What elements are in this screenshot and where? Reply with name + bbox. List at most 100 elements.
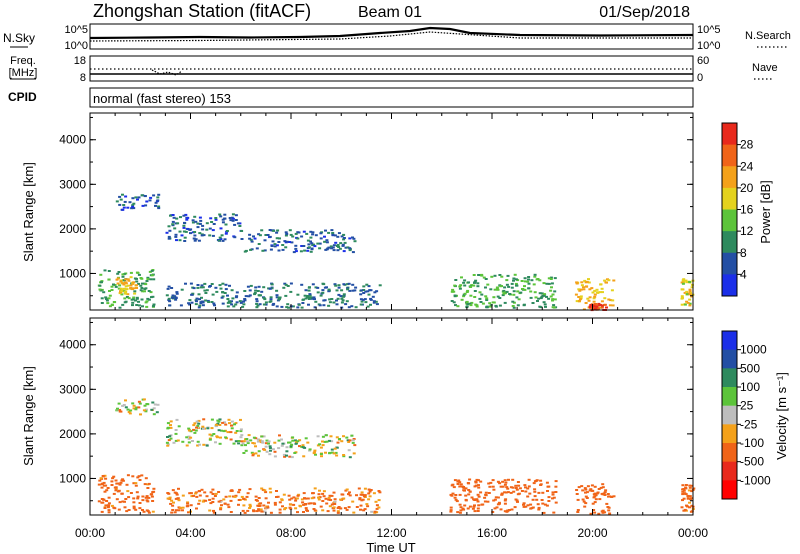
power-range-cell xyxy=(283,282,287,285)
velocity-range-cell xyxy=(467,493,471,496)
power-range-cell xyxy=(183,221,186,224)
velocity-range-cell xyxy=(526,504,530,507)
power-range-cell xyxy=(469,304,473,307)
power-range-cell xyxy=(221,221,225,224)
velocity-range-cell xyxy=(113,507,117,510)
velocity-range-cell xyxy=(151,510,155,513)
nave-tick-bottom: 0 xyxy=(697,72,703,84)
power-range-cell xyxy=(170,287,174,289)
power-range-cell xyxy=(232,305,236,308)
power-range-cell xyxy=(595,288,599,291)
velocity-range-cell xyxy=(192,424,196,427)
power-range-cell xyxy=(314,286,318,289)
power-range-cell xyxy=(601,291,604,294)
power-range-cell xyxy=(338,247,342,250)
power-range-cell xyxy=(171,220,175,223)
velocity-range-cell xyxy=(504,491,508,494)
power-range-cell xyxy=(126,278,130,281)
power-range-cell xyxy=(337,246,341,248)
power-range-cell xyxy=(468,302,472,305)
power-range-cell xyxy=(330,298,334,300)
power-range-cell xyxy=(248,294,252,297)
velocity-range-cell xyxy=(692,487,696,490)
power-range-cell xyxy=(179,304,183,307)
velocity-range-cell xyxy=(318,443,322,446)
power-range-cell xyxy=(193,239,197,242)
velocity-range-cell xyxy=(240,495,244,498)
velocity-range-cell xyxy=(278,508,282,511)
power-range-cell xyxy=(608,304,612,307)
velocity-range-cell xyxy=(298,439,302,442)
velocity-range-cell xyxy=(503,510,507,513)
velocity-range-cell xyxy=(220,504,223,507)
power-range-cell xyxy=(594,305,598,307)
power-range-cell xyxy=(519,291,523,294)
power-range-cell xyxy=(336,244,340,246)
velocity-range-cell xyxy=(170,499,174,502)
velocity-range-cell xyxy=(229,431,233,434)
velocity-range-cell xyxy=(293,452,297,454)
velocity-range-cell xyxy=(127,496,131,499)
velocity-range-cell xyxy=(143,483,147,486)
power-range-cell xyxy=(535,278,539,281)
velocity-range-cell xyxy=(368,495,372,498)
power-range-cell xyxy=(185,218,189,221)
power-range-cell xyxy=(296,237,300,240)
power-range-cell xyxy=(486,283,490,286)
velocity-range-cell xyxy=(476,500,480,503)
velocity-range-cell xyxy=(591,502,595,505)
power-range-cell xyxy=(131,204,135,207)
velocity-range-cell xyxy=(537,491,541,494)
velocity-range-cell xyxy=(491,479,495,482)
velocity-range-cell xyxy=(599,486,603,489)
power-range-cell xyxy=(131,282,135,285)
power-range-cell xyxy=(132,287,136,290)
power-range-cell xyxy=(199,219,203,222)
power-range-cell xyxy=(175,291,179,294)
velocity-range-cell xyxy=(152,413,156,416)
power-range-cell xyxy=(214,218,218,221)
power-range-cell xyxy=(121,275,125,278)
velocity-range-cell xyxy=(533,488,537,491)
power-range-cell xyxy=(275,244,279,247)
power-range-cell xyxy=(152,278,156,281)
power-range-cell xyxy=(144,287,148,290)
power-range-cell xyxy=(342,293,346,296)
power-range-cell xyxy=(219,227,223,230)
power-range-cell xyxy=(257,294,261,297)
power-range-cell xyxy=(156,199,160,202)
power-range-cell xyxy=(344,246,348,249)
power-range-cell xyxy=(231,297,235,300)
velocity-range-cell xyxy=(687,489,691,492)
velocity-range-cell xyxy=(318,489,321,492)
velocity-range-cell xyxy=(118,483,122,486)
freq-label-line2: [MHz] xyxy=(9,67,38,79)
nsearch-label: N.Search xyxy=(745,30,791,42)
velocity-range-cell xyxy=(132,505,136,508)
velocity-range-cell xyxy=(527,478,531,481)
velocity-range-cell xyxy=(220,429,224,432)
velocity-range-cell xyxy=(310,497,314,500)
velocity-range-cell xyxy=(351,439,355,442)
velocity-range-cell xyxy=(138,502,142,504)
velocity-range-cell xyxy=(145,499,149,502)
velocity-range-cell xyxy=(264,442,268,445)
velocity-range-cell xyxy=(136,497,140,500)
power-range-cell xyxy=(515,284,518,287)
velocity-range-cell xyxy=(268,447,272,449)
velocity-range-cell xyxy=(366,505,370,508)
power-range-cell xyxy=(310,242,314,245)
velocity-range-cell xyxy=(210,434,214,437)
velocity-range-cell xyxy=(594,498,598,501)
power-range-cell xyxy=(473,281,477,283)
power-range-cell xyxy=(283,240,287,243)
velocity-range-cell xyxy=(610,495,614,498)
power-range-cell xyxy=(105,299,109,302)
power-range-cell xyxy=(598,306,602,309)
velocity-range-cell xyxy=(688,484,692,487)
velocity-range-cell xyxy=(313,449,317,452)
power-range-cell xyxy=(337,293,341,296)
power-range-cell xyxy=(503,286,507,289)
power-range-cell xyxy=(242,300,245,303)
